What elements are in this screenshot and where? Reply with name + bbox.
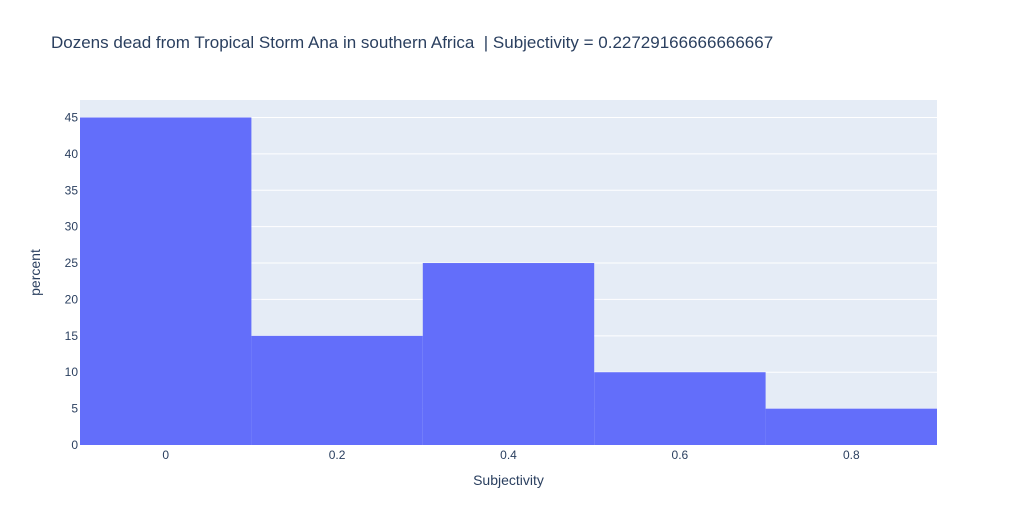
bars	[80, 117, 937, 445]
y-tick-label: 15	[65, 329, 79, 343]
histogram-bar	[251, 335, 423, 445]
x-axis-title: Subjectivity	[473, 472, 544, 488]
y-tick-label: 40	[65, 147, 79, 161]
histogram-bar	[422, 263, 595, 445]
y-tick-label: 45	[65, 110, 79, 124]
x-tick-label: 0	[162, 448, 169, 462]
y-tick-label: 30	[65, 220, 79, 234]
y-tick-label: 25	[65, 256, 79, 270]
y-tick-label: 10	[65, 365, 79, 379]
y-tick-label: 20	[65, 292, 79, 306]
x-tick-label: 0.2	[329, 448, 346, 462]
histogram-bar	[594, 372, 766, 445]
x-tick-label: 0.4	[500, 448, 517, 462]
y-axis-title: percent	[27, 249, 43, 296]
x-tick-label: 0.6	[672, 448, 689, 462]
histogram-bar	[765, 408, 937, 445]
histogram-bar	[80, 117, 252, 445]
x-tick-label: 0.8	[843, 448, 860, 462]
x-axis-ticks: 0 0.2 0.4 0.6 0.8	[162, 448, 860, 462]
y-tick-label: 35	[65, 183, 79, 197]
y-tick-label: 0	[71, 438, 78, 452]
y-tick-label: 5	[71, 402, 78, 416]
chart-title: Dozens dead from Tropical Storm Ana in s…	[51, 33, 774, 52]
y-axis-ticks: 0 5 10 15 20 25 30 35 40 45	[65, 110, 79, 452]
